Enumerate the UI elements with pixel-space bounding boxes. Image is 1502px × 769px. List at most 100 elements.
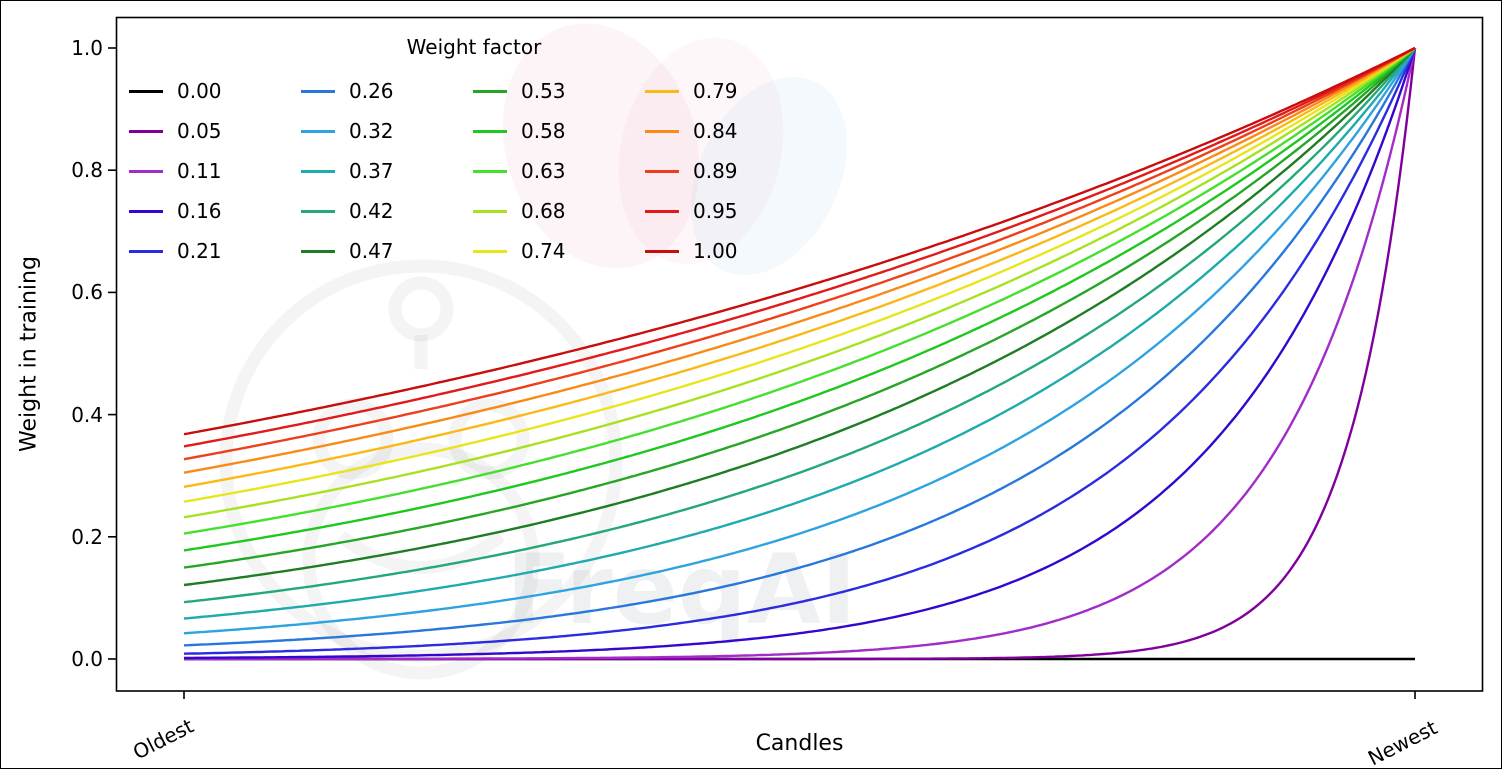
legend-entry-label: 0.05 — [177, 119, 222, 143]
watermark-petal-pink-1 — [502, 23, 700, 269]
y-tick-label: 0.6 — [71, 280, 103, 305]
legend-swatch — [473, 249, 507, 253]
legend-entry-label: 0.11 — [177, 159, 222, 183]
series-line-0.74 — [183, 47, 1416, 503]
series-line-0.58 — [183, 47, 1416, 552]
y-axis-label: Weight in training — [16, 256, 42, 452]
legend-entry-label: 0.89 — [693, 159, 738, 183]
legend: Weight factor 0.00 0.05 0.11 0.16 0.21 0.26 0.… — [129, 35, 819, 271]
series-line-0.21 — [183, 47, 1417, 655]
legend-swatch — [129, 169, 163, 173]
x-axis-label: Candles — [755, 731, 844, 756]
legend-swatch — [301, 209, 335, 213]
series-line-1.00 — [183, 46, 1416, 436]
legend-entry: 0.95 — [645, 191, 817, 231]
legend-swatch — [301, 129, 335, 133]
legend-entry-label: 0.58 — [521, 119, 566, 143]
series-line-0.47 — [183, 47, 1416, 587]
legend-swatch — [473, 169, 507, 173]
legend-title: Weight factor — [406, 35, 542, 59]
legend-swatch — [473, 89, 507, 93]
legend-entry: 0.47 — [301, 231, 473, 271]
series-line-0.42 — [183, 47, 1416, 604]
legend-swatch — [129, 89, 163, 93]
legend-entry: 0.63 — [473, 151, 645, 191]
legend-entry: 0.89 — [645, 151, 817, 191]
legend-entry-label: 0.74 — [521, 239, 566, 263]
legend-swatch — [645, 209, 679, 213]
legend-entry-label: 0.47 — [349, 239, 394, 263]
legend-swatch — [301, 249, 335, 253]
series-line-0.84 — [183, 46, 1416, 474]
watermark-petal-pink-2 — [618, 37, 784, 265]
axis-ticks — [108, 47, 1416, 699]
y-tick-label: 0.2 — [71, 524, 103, 549]
series-line-0.68 — [183, 47, 1416, 519]
watermark-petal-blue — [691, 76, 847, 276]
legend-entry-label: 0.37 — [349, 159, 394, 183]
legend-entry: 0.16 — [129, 191, 301, 231]
legend-entry-label: 0.21 — [177, 239, 222, 263]
legend-entry-label: 0.84 — [693, 119, 738, 143]
legend-swatch — [301, 169, 335, 173]
legend-entry: 0.11 — [129, 151, 301, 191]
legend-entry: 0.21 — [129, 231, 301, 271]
legend-entry: 0.53 — [473, 71, 645, 111]
watermark-text: FreqAI — [506, 534, 857, 646]
series-line-0.11 — [184, 47, 1417, 661]
series-line-0.89 — [183, 46, 1416, 461]
legend-entry: 0.26 — [301, 71, 473, 111]
legend-swatch — [645, 169, 679, 173]
legend-swatch — [129, 249, 163, 253]
series-line-0.53 — [183, 47, 1416, 569]
legend-entry-label: 0.42 — [349, 199, 394, 223]
legend-swatch — [473, 209, 507, 213]
legend-swatch — [129, 129, 163, 133]
legend-entry: 0.37 — [301, 151, 473, 191]
legend-entry-label: 0.16 — [177, 199, 222, 223]
legend-entry: 1.00 — [645, 231, 817, 271]
legend-swatch — [645, 249, 679, 253]
legend-entry-label: 0.53 — [521, 79, 566, 103]
series-line-0.63 — [183, 47, 1416, 535]
legend-entry: 0.05 — [129, 111, 301, 151]
y-tick-label: 0.4 — [71, 402, 103, 427]
series-line-0.79 — [183, 46, 1416, 488]
legend-entry: 0.84 — [645, 111, 817, 151]
legend-entry: 0.00 — [129, 71, 301, 111]
legend-entry: 0.58 — [473, 111, 645, 151]
legend-entry: 0.79 — [645, 71, 817, 111]
series-line-0.26 — [183, 47, 1417, 647]
legend-swatch — [129, 209, 163, 213]
curve-lines — [183, 46, 1417, 661]
legend-entry: 0.74 — [473, 231, 645, 271]
y-tick-label: 0.0 — [71, 647, 103, 671]
watermark-logo-antenna — [388, 276, 454, 342]
legend-entries: 0.00 0.05 0.11 0.16 0.21 0.26 0.32 0.37 0.42 0.47… — [129, 71, 819, 271]
series-line-0.32 — [183, 47, 1417, 635]
series-line-0.16 — [184, 47, 1417, 660]
legend-entry-label: 0.63 — [521, 159, 566, 183]
legend-entry: 0.42 — [301, 191, 473, 231]
legend-entry: 0.68 — [473, 191, 645, 231]
series-line-0.37 — [183, 47, 1416, 620]
legend-entry-label: 0.26 — [349, 79, 394, 103]
legend-swatch — [645, 89, 679, 93]
legend-entry-label: 0.32 — [349, 119, 394, 143]
watermark-logo-ring — [302, 442, 540, 680]
legend-entry-label: 1.00 — [693, 239, 738, 263]
legend-swatch — [301, 89, 335, 93]
legend-swatch — [473, 129, 507, 133]
watermark-logo-smile — [336, 530, 506, 574]
y-tick-label: 1.0 — [71, 36, 103, 60]
axes-border — [115, 16, 1484, 692]
legend-entry-label: 0.68 — [521, 199, 566, 223]
series-line-0.95 — [183, 46, 1416, 448]
watermark-logo-eye-left — [312, 398, 394, 480]
legend-entry-label: 0.00 — [177, 79, 222, 103]
legend-entry: 0.32 — [301, 111, 473, 151]
legend-entry-label: 0.95 — [693, 199, 738, 223]
legend-swatch — [645, 129, 679, 133]
legend-entry-label: 0.79 — [693, 79, 738, 103]
